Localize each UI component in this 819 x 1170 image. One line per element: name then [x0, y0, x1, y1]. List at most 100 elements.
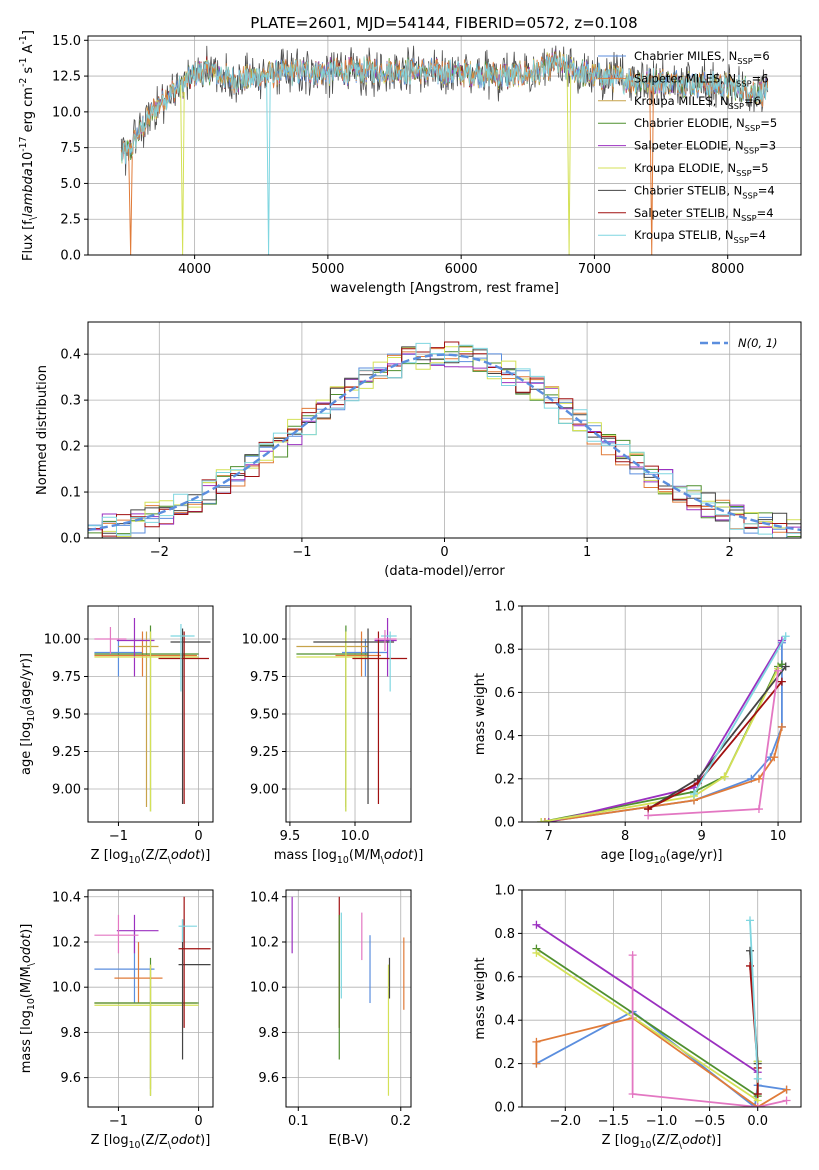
- y-axis-label: Normed distribution: [35, 365, 50, 495]
- axes-frame: 4000 5000 6000 7000 8000 0.0 2.5 5.0 7.5 10.0 12.5…: [18, 30, 802, 296]
- errorbar-point: [381, 631, 397, 692]
- legend-label: Salpeter STELIB, NSSP=4: [634, 206, 774, 223]
- weight-marker: [781, 632, 790, 641]
- y-tick-label: 9.6: [258, 1071, 279, 1086]
- y-axis-label: mass weight: [473, 673, 488, 755]
- histogram-step: [88, 341, 801, 538]
- y-tick-label: 9.75: [250, 670, 279, 685]
- x-tick-label: 0.0: [747, 1114, 768, 1129]
- plot-area: [532, 916, 791, 1107]
- weight-marker: [754, 774, 763, 783]
- y-tick-label: 0.2: [494, 1057, 515, 1072]
- absorption-feature: [266, 74, 271, 255]
- y-tick-label: 1.0: [494, 600, 515, 615]
- weight-marker: [540, 818, 549, 822]
- axes-border: [87, 889, 214, 1108]
- y-tick-label: 9.6: [60, 1071, 81, 1086]
- errorbar-point: [374, 630, 397, 651]
- errorbar-point: [178, 896, 211, 1028]
- errorbar-point: [178, 919, 197, 942]
- x-tick-label: 6000: [445, 262, 478, 277]
- legend-label: N(0, 1): [738, 336, 778, 350]
- y-tick-label: 0.8: [494, 927, 515, 942]
- axes-border: [87, 35, 802, 256]
- spectrum-panel: 4000 5000 6000 7000 8000 0.0 2.5 5.0 7.5 10.0 12.5…: [18, 30, 802, 296]
- weight-marker: [774, 666, 783, 675]
- y-tick-label: 9.8: [258, 1026, 279, 1041]
- weight-line: [631, 955, 787, 1107]
- spectrum-legend: Chabrier MILES, NSSP=6 Salpeter MILES, NS…: [598, 49, 777, 245]
- errorbar-point: [352, 631, 408, 804]
- x-axis-label: age [log10(age/yr)]: [601, 848, 723, 866]
- x-axis-label: mass [log10(M/M\odot)]: [274, 848, 424, 866]
- errorbar-point: [94, 914, 139, 954]
- x-tick-label: 5000: [311, 262, 344, 277]
- legend-label: Kroupa ELODIE, NSSP=5: [634, 161, 769, 178]
- x-tick-label: 9.5: [280, 829, 301, 844]
- y-tick-label: 10.2: [52, 935, 81, 950]
- weight-marker: [777, 722, 786, 731]
- absorption-feature: [649, 80, 654, 255]
- weight-marker: [689, 789, 698, 798]
- errorbar-point: [341, 639, 388, 677]
- plot-area: [291, 896, 405, 1096]
- x-tick-label: 0: [440, 545, 448, 560]
- absorption-feature: [180, 84, 185, 255]
- axes-frame: −2 −1 0 1 2 0.0 0.1 0.2 0.3 0.4 (data-model)/error…: [35, 321, 802, 579]
- x-tick-label: 1: [583, 545, 591, 560]
- y-tick-label: 0.2: [60, 440, 81, 455]
- mass-vs-ebv-panel: 0.1 0.2 9.6 9.8 10.0 10.2 10.4 E(B-V): [250, 889, 412, 1148]
- weight-marker: [746, 946, 755, 955]
- y-tick-label: 7.5: [60, 141, 81, 156]
- x-axis-label: Z [log10(Z/Z\odot)]: [602, 1133, 722, 1151]
- errorbar-point: [94, 627, 127, 654]
- y-tick-label: 1.0: [494, 884, 515, 899]
- mass-vs-metallicity-panel: −1 0 9.6 9.8 10.0 10.2 10.4 Z [log10(Z/Z\odot)]…: [19, 889, 214, 1151]
- weight-marker: [782, 1096, 791, 1105]
- x-axis-label: (data-model)/error: [384, 564, 505, 579]
- x-tick-label: 0.1: [288, 1114, 309, 1129]
- weight-marker: [781, 662, 790, 671]
- age-vs-metallicity-panel: −1 0 9.00 9.25 9.50 9.75 10.00 Z [log10(Z/Z\odo…: [19, 605, 214, 866]
- weight-vs-metallicity-panel: −2.0 −1.5 −1.0 −0.5 0.0 0.0 0.2 0.4 0.6 0.8 1.0 Z […: [473, 884, 802, 1151]
- y-tick-label: 0.4: [494, 729, 515, 744]
- x-axis-label: wavelength [Angstrom, rest frame]: [330, 281, 559, 296]
- y-tick-label: 0.6: [494, 686, 515, 701]
- x-tick-label: 9: [697, 829, 705, 844]
- x-tick-label: −1: [109, 1114, 128, 1129]
- y-tick-label: 5.0: [60, 177, 81, 192]
- y-tick-label: 0.0: [60, 532, 81, 547]
- y-tick-label: 10.00: [44, 633, 81, 648]
- y-tick-label: 9.00: [52, 783, 81, 798]
- y-tick-label: 15.0: [52, 34, 81, 49]
- x-tick-label: 2: [726, 545, 734, 560]
- y-tick-label: 0.1: [60, 486, 81, 501]
- x-tick-label: −1: [292, 545, 311, 560]
- y-axis-label: mass weight: [473, 957, 488, 1039]
- weight-marker: [777, 677, 786, 686]
- weight-marker: [628, 951, 637, 960]
- x-tick-label: 8: [621, 829, 629, 844]
- axes-frame: −2.0 −1.5 −1.0 −0.5 0.0 0.0 0.2 0.4 0.6 0.8 1.0 Z […: [473, 884, 802, 1151]
- spectrum-line: [120, 53, 769, 164]
- plot-area: [120, 45, 769, 255]
- weight-marker: [532, 1037, 541, 1046]
- y-tick-label: 0.2: [494, 772, 515, 787]
- y-tick-label: 0.8: [494, 643, 515, 658]
- y-tick-label: 9.8: [60, 1026, 81, 1041]
- x-tick-label: 8000: [711, 262, 744, 277]
- y-tick-label: 9.00: [250, 783, 279, 798]
- x-tick-label: 0: [194, 1114, 202, 1129]
- weight-marker: [532, 1059, 541, 1068]
- x-axis-label: Z [log10(Z/Z\odot)]: [91, 848, 211, 866]
- y-tick-label: 9.50: [250, 708, 279, 723]
- y-tick-label: 10.0: [52, 105, 81, 120]
- y-tick-label: 9.50: [52, 708, 81, 723]
- weight-line: [749, 920, 759, 1079]
- legend-label: Chabrier MILES, NSSP=6: [634, 49, 770, 66]
- axes-frame: −1 0 9.6 9.8 10.0 10.2 10.4 Z [log10(Z/Z\odot)]…: [19, 889, 214, 1151]
- weight-marker: [532, 920, 541, 929]
- x-tick-label: 0.2: [390, 1114, 411, 1129]
- x-tick-label: −1.0: [646, 1114, 678, 1129]
- weight-marker: [753, 1074, 762, 1083]
